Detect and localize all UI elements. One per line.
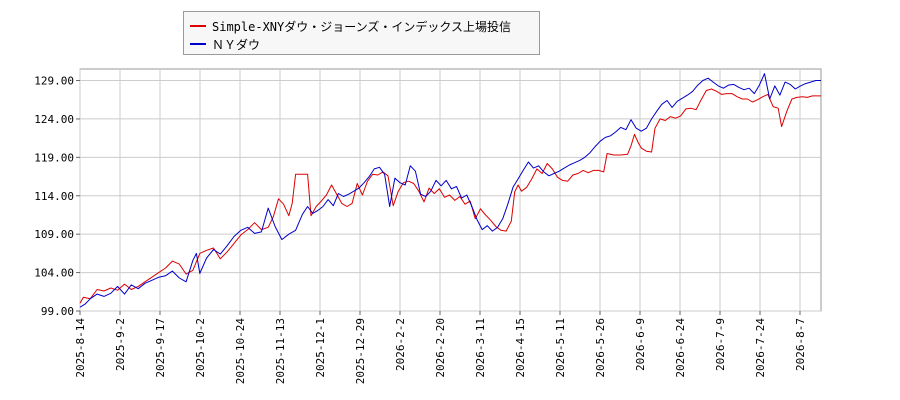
x-tick-label: 2025-12-1 (314, 318, 327, 378)
x-tick-label: 2025-11-13 (274, 318, 287, 384)
y-tick-label: 99.00 (41, 305, 74, 318)
legend: Simple-XNYダウ・ジョーンズ・インデックス上場投信 ＮＹダウ (183, 11, 540, 55)
plot-area (79, 68, 822, 312)
legend-label-etf: Simple-XNYダウ・ジョーンズ・インデックス上場投信 (212, 19, 512, 34)
x-axis: 2025-8-14 2025-9-2 2025-9-17 2025-10-2 2025-… (74, 311, 807, 384)
x-tick-label: 2026-6-24 (674, 318, 687, 378)
x-tick-label: 2026-2-20 (434, 318, 447, 378)
y-tick-label: 109.00 (34, 228, 74, 241)
y-tick-label: 124.00 (34, 113, 74, 126)
x-tick-label: 2026-3-11 (474, 318, 487, 378)
x-tick-label: 2025-9-17 (154, 318, 167, 378)
x-tick-label: 2026-6-9 (634, 318, 647, 371)
legend-swatch-nydow (190, 43, 206, 45)
series-line-etf (79, 88, 821, 304)
y-tick-label: 114.00 (34, 190, 74, 203)
x-tick-label: 2025-9-2 (114, 318, 127, 371)
plot-frame (79, 68, 822, 312)
series-line-nydow (79, 73, 821, 308)
series-layer (79, 73, 821, 308)
legend-label-nydow: ＮＹダウ (212, 37, 261, 52)
x-tick-label: 2026-2-2 (394, 318, 407, 371)
x-tick-label: 2026-8-7 (794, 318, 807, 371)
x-tick-label: 2026-7-24 (754, 318, 767, 378)
x-tick-label: 2026-5-26 (594, 318, 607, 378)
x-tick-label: 2025-10-2 (194, 318, 207, 378)
legend-swatch-etf (190, 25, 206, 27)
x-tick-label: 2026-4-15 (514, 318, 527, 378)
legend-item-nydow: ＮＹダウ (190, 36, 260, 52)
y-tick-label: 119.00 (34, 151, 74, 164)
legend-item-etf: Simple-XNYダウ・ジョーンズ・インデックス上場投信 (190, 18, 511, 34)
y-tick-label: 104.00 (34, 267, 74, 280)
y-axis: 129.00 124.00 119.00 114.00 109.00 104.00 99.0… (34, 75, 80, 318)
x-tick-label: 2026-5-11 (554, 318, 567, 378)
x-tick-label: 2025-10-24 (234, 318, 247, 385)
x-tick-label: 2025-12-29 (354, 318, 367, 384)
y-tick-label: 129.00 (34, 75, 74, 88)
x-tick-label: 2026-7-9 (714, 318, 727, 371)
x-tick-label: 2025-8-14 (74, 318, 87, 378)
grid (79, 69, 821, 312)
